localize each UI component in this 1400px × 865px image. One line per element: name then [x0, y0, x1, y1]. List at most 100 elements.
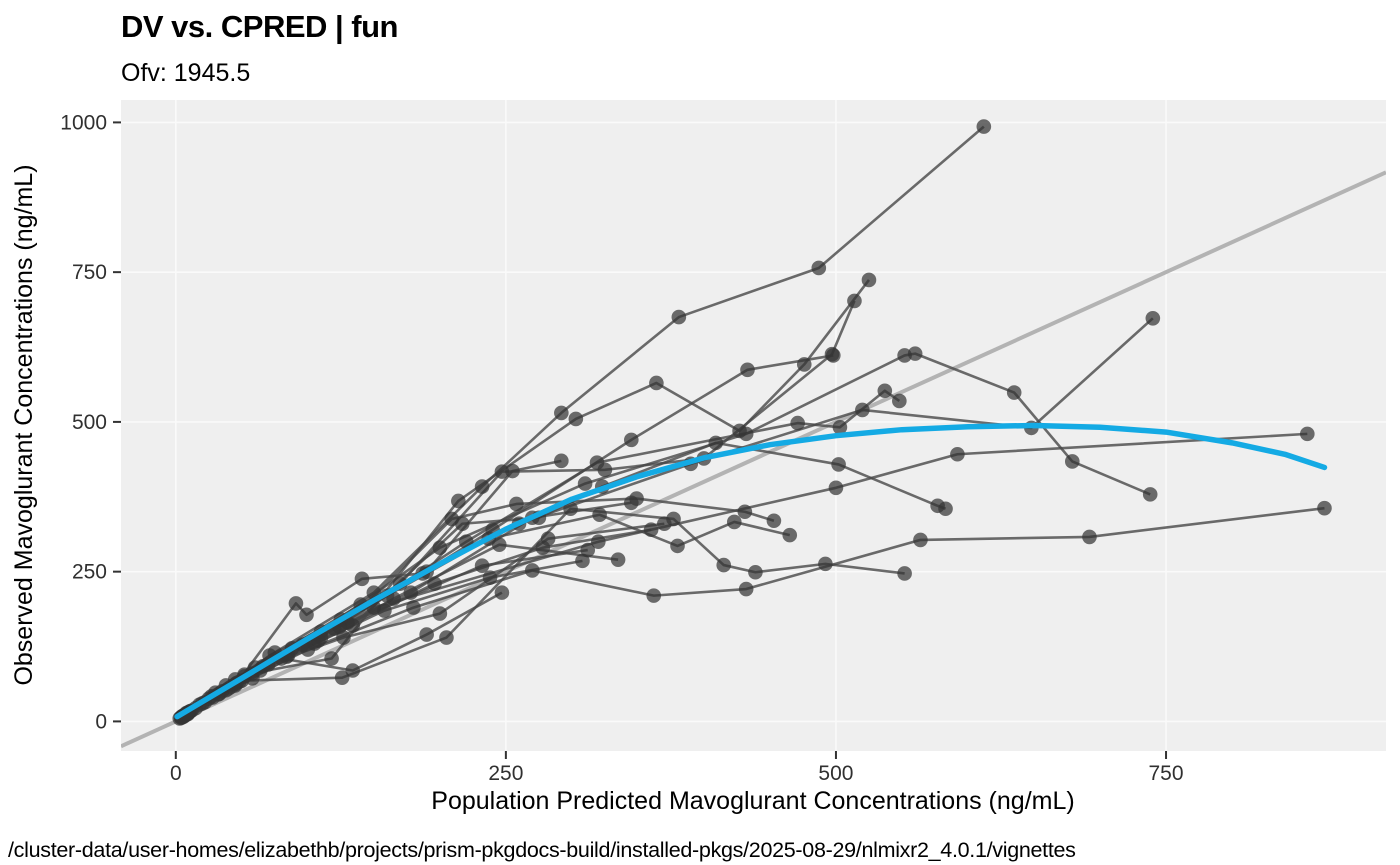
data-point: [938, 501, 953, 517]
data-point: [950, 446, 965, 462]
data-point: [892, 393, 907, 409]
data-point: [811, 260, 827, 276]
data-point: [324, 651, 339, 666]
data-point: [716, 557, 732, 573]
data-point: [726, 514, 742, 530]
data-point: [782, 527, 798, 543]
data-point: [554, 405, 569, 421]
data-point: [1300, 426, 1315, 442]
y-tick-label: 1000: [60, 111, 107, 134]
data-point: [1006, 385, 1022, 400]
subject-07-line: [187, 507, 905, 715]
data-point: [427, 576, 442, 591]
data-point: [818, 556, 833, 572]
data-point: [738, 426, 754, 442]
data-point: [737, 504, 753, 520]
data-point: [624, 495, 639, 511]
data-point: [580, 542, 596, 558]
data-point: [509, 496, 524, 512]
data-point: [494, 585, 510, 600]
data-point: [590, 534, 606, 550]
y-tick-label: 250: [72, 561, 107, 584]
data-point: [766, 513, 782, 529]
data-point: [1317, 500, 1332, 516]
data-point: [377, 603, 392, 618]
data-point: [345, 663, 361, 678]
data-point: [1145, 310, 1161, 326]
data-point: [847, 293, 862, 309]
data-point: [826, 348, 841, 363]
data-point: [336, 630, 351, 645]
y-axis-title: Observed Mavoglurant Concentrations (ng/…: [10, 164, 38, 685]
data-point: [334, 670, 350, 685]
data-point: [592, 507, 607, 523]
data-point: [738, 581, 754, 597]
data-point: [897, 566, 912, 581]
data-point: [913, 532, 928, 548]
data-point: [670, 538, 685, 554]
y-tick-label: 500: [72, 411, 107, 434]
data-point: [589, 455, 605, 470]
data-point: [568, 411, 584, 427]
data-point: [855, 402, 870, 418]
x-axis-title: Population Predicted Mavoglurant Concent…: [431, 787, 1074, 815]
data-point: [832, 419, 848, 435]
data-point: [796, 357, 812, 372]
data-point: [790, 415, 805, 431]
data-point: [554, 453, 569, 469]
data-point: [524, 563, 540, 578]
data-point: [403, 585, 419, 600]
plot-title: DV vs. CPRED | fun: [121, 9, 398, 44]
data-point: [828, 480, 844, 496]
x-tick-label: 0: [170, 762, 182, 785]
y-tick-label: 750: [72, 261, 107, 284]
data-point: [646, 588, 662, 603]
data-point: [491, 537, 507, 553]
x-tick-label: 250: [488, 762, 523, 785]
y-tick-label: 0: [95, 710, 107, 733]
data-point: [439, 630, 454, 645]
data-point: [976, 119, 992, 134]
data-point: [406, 600, 421, 615]
data-point: [474, 479, 490, 494]
data-point: [288, 596, 304, 611]
data-point: [474, 558, 490, 573]
data-point: [1064, 454, 1080, 469]
caption-path: /cluster-data/user-homes/elizabethb/proj…: [8, 838, 1076, 862]
data-point: [419, 627, 434, 642]
data-point: [535, 540, 551, 555]
data-point: [649, 375, 664, 391]
identity-line: [121, 170, 1386, 749]
data-point: [444, 511, 460, 527]
data-point: [831, 457, 846, 472]
data-point: [577, 476, 593, 491]
data-point: [563, 501, 578, 517]
data-point: [299, 607, 314, 623]
data-point: [354, 571, 370, 587]
data-point: [386, 591, 401, 606]
data-point: [482, 570, 498, 585]
data-point: [671, 309, 687, 325]
data-point: [575, 553, 590, 569]
data-point: [505, 463, 520, 479]
data-point: [1142, 487, 1158, 502]
data-point: [877, 383, 893, 399]
x-tick-label: 500: [818, 762, 853, 785]
plot-subtitle: Ofv: 1945.5: [121, 59, 250, 87]
data-point: [907, 346, 923, 361]
data-point: [610, 552, 626, 567]
data-point: [451, 493, 466, 509]
data-point: [494, 464, 510, 479]
data-point: [643, 522, 659, 538]
data-point: [657, 516, 672, 532]
data-point: [432, 606, 448, 621]
data-point: [740, 362, 755, 378]
data-point: [861, 272, 877, 288]
plot-panel: [121, 100, 1386, 751]
smooth-line: [174, 422, 1328, 720]
data-point: [624, 432, 639, 448]
x-tick-label: 750: [1149, 762, 1184, 785]
data-point: [1082, 529, 1097, 545]
